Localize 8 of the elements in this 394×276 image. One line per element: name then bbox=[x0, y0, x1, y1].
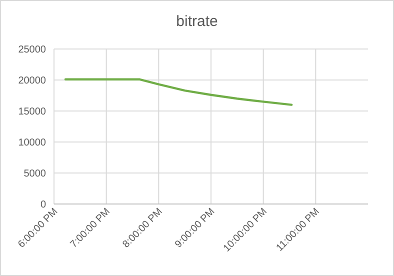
y-tick-label: 25000 bbox=[18, 44, 46, 56]
y-tick-label: 15000 bbox=[18, 106, 46, 118]
chart-title: bitrate bbox=[176, 13, 218, 30]
y-tick-label: 0 bbox=[40, 200, 46, 210]
line-series bbox=[64, 78, 293, 106]
y-tick-label: 20000 bbox=[18, 76, 46, 86]
y-tick-label: 10000 bbox=[18, 138, 46, 148]
y-tick-label: 5000 bbox=[24, 168, 46, 180]
